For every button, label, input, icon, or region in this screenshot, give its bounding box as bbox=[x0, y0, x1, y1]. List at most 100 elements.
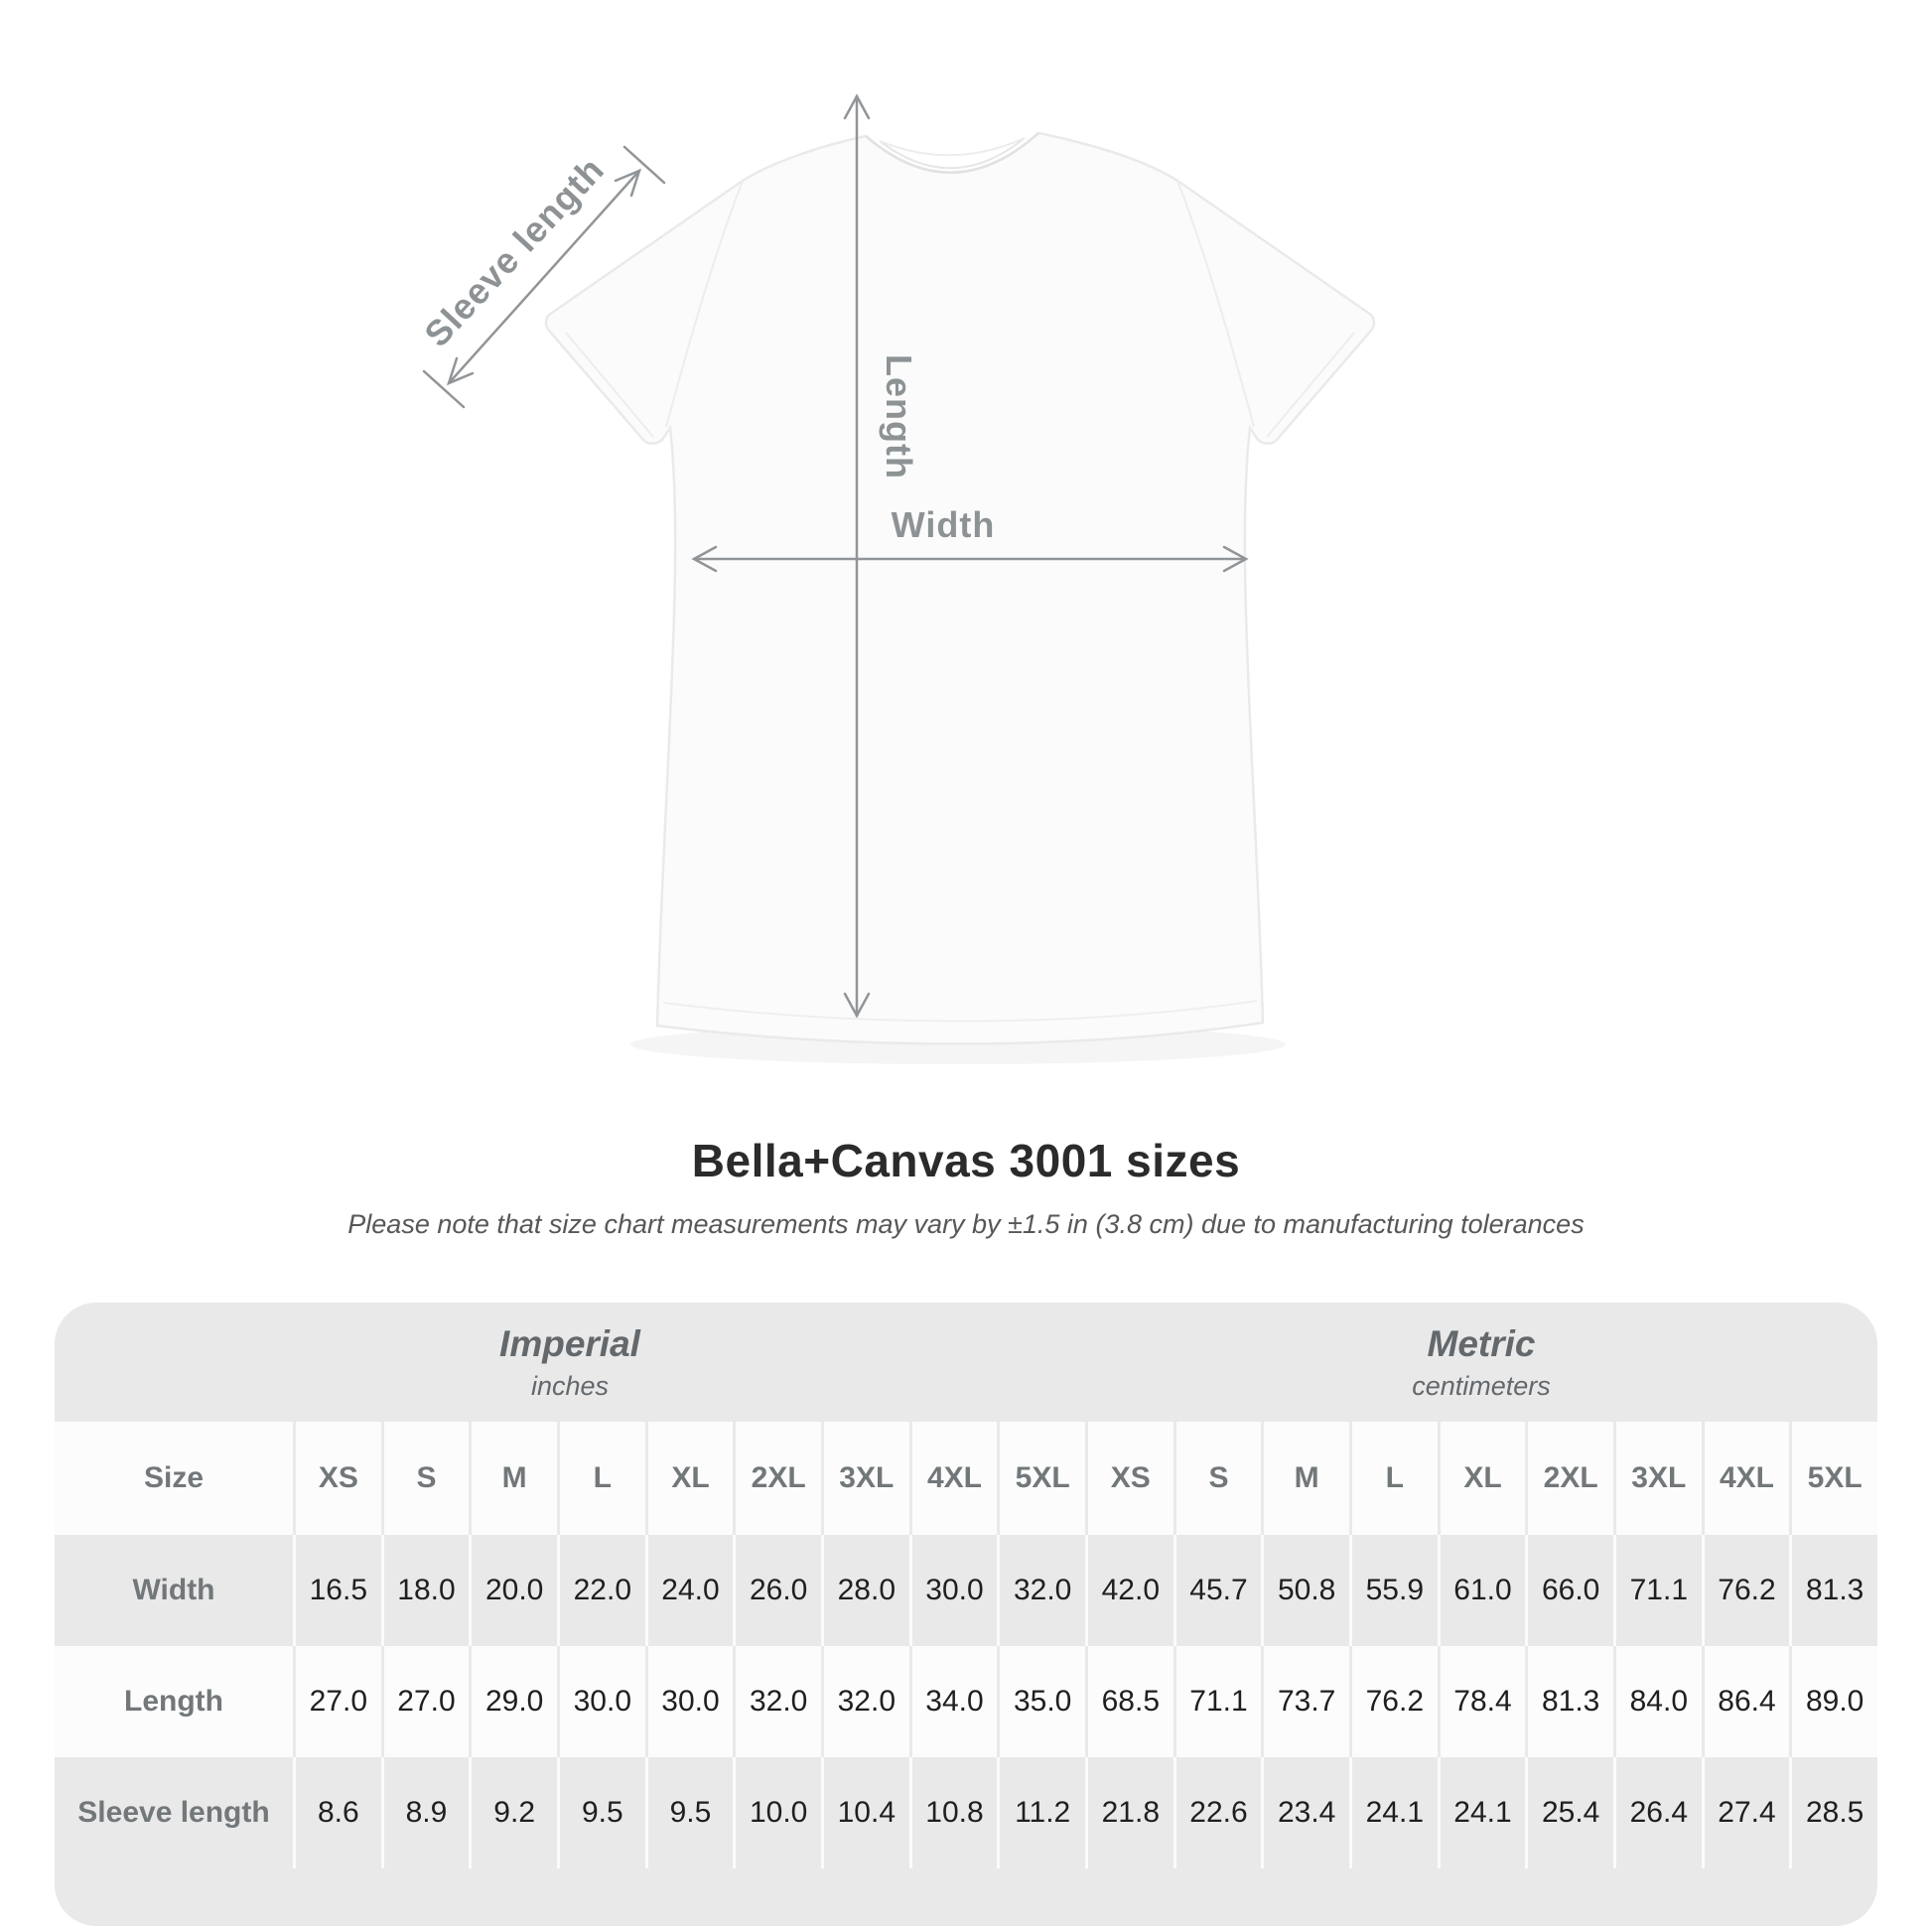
value-imperial: 11.2 bbox=[1000, 1757, 1085, 1868]
size-column-header: Size bbox=[55, 1422, 293, 1535]
tshirt-measurement-diagram: Sleeve length Length Width bbox=[416, 93, 1376, 1045]
sleeve-length-arrow bbox=[422, 145, 666, 409]
size-header-imperial: S bbox=[383, 1422, 470, 1535]
value-imperial: 34.0 bbox=[911, 1646, 998, 1757]
units-header-row: Imperial inches Metric centimeters bbox=[55, 1303, 1877, 1422]
value-imperial: 18.0 bbox=[383, 1535, 470, 1646]
size-header-imperial: 2XL bbox=[736, 1422, 821, 1535]
value-imperial: 8.6 bbox=[296, 1757, 381, 1868]
size-header-metric: M bbox=[1264, 1422, 1349, 1535]
value-imperial: 9.2 bbox=[472, 1757, 557, 1868]
value-metric: 21.8 bbox=[1087, 1757, 1173, 1868]
value-metric: 23.4 bbox=[1264, 1757, 1349, 1868]
value-metric: 22.6 bbox=[1175, 1757, 1262, 1868]
value-metric: 89.0 bbox=[1792, 1646, 1877, 1757]
size-header-metric: 3XL bbox=[1615, 1422, 1702, 1535]
value-metric: 71.1 bbox=[1615, 1535, 1702, 1646]
tshirt-graphic bbox=[544, 131, 1376, 1045]
value-metric: 76.2 bbox=[1351, 1646, 1438, 1757]
size-header-imperial: XL bbox=[647, 1422, 734, 1535]
value-metric: 24.1 bbox=[1440, 1757, 1526, 1868]
value-imperial: 30.0 bbox=[559, 1646, 645, 1757]
value-metric: 84.0 bbox=[1615, 1646, 1702, 1757]
value-imperial: 22.0 bbox=[559, 1535, 645, 1646]
right-cuff-seam bbox=[1266, 332, 1355, 438]
value-metric: 73.7 bbox=[1264, 1646, 1349, 1757]
length-arrow bbox=[843, 93, 871, 1019]
size-header-metric: S bbox=[1175, 1422, 1262, 1535]
value-imperial: 26.0 bbox=[736, 1535, 821, 1646]
imperial-section-header: Imperial inches bbox=[55, 1303, 1085, 1422]
page-title: Bella+Canvas 3001 sizes bbox=[691, 1135, 1241, 1186]
value-imperial: 27.0 bbox=[296, 1646, 381, 1757]
value-imperial: 10.0 bbox=[736, 1757, 821, 1868]
value-imperial: 10.4 bbox=[823, 1757, 909, 1868]
width-arrow bbox=[691, 545, 1249, 573]
value-imperial: 35.0 bbox=[1000, 1646, 1085, 1757]
value-metric: 71.1 bbox=[1175, 1646, 1262, 1757]
size-header-imperial: XS bbox=[296, 1422, 381, 1535]
left-armhole-seam bbox=[665, 180, 744, 428]
hem-seam bbox=[662, 1000, 1258, 1023]
row-label: Width bbox=[55, 1535, 293, 1646]
value-imperial: 27.0 bbox=[383, 1646, 470, 1757]
value-imperial: 9.5 bbox=[647, 1757, 734, 1868]
value-imperial: 30.0 bbox=[647, 1646, 734, 1757]
value-imperial: 30.0 bbox=[911, 1535, 998, 1646]
size-header-imperial: M bbox=[472, 1422, 557, 1535]
size-header-metric: XL bbox=[1440, 1422, 1526, 1535]
left-cuff-seam bbox=[565, 332, 654, 438]
value-metric: 86.4 bbox=[1704, 1646, 1790, 1757]
metric-unit-label: centimeters bbox=[1412, 1370, 1551, 1401]
back-neck-line bbox=[879, 137, 1026, 157]
metric-label: Metric bbox=[1427, 1322, 1536, 1364]
size-header-metric: 4XL bbox=[1704, 1422, 1790, 1535]
row-label: Sleeve length bbox=[55, 1757, 293, 1868]
value-metric: 55.9 bbox=[1351, 1535, 1438, 1646]
length-label: Length bbox=[879, 354, 919, 480]
table-header-row: Size XS S M L XL 2XL 3XL 4XL 5XL XS S M L XL 2XL 3XL 4XL 5… bbox=[55, 1422, 1877, 1535]
value-metric: 66.0 bbox=[1528, 1535, 1613, 1646]
value-metric: 45.7 bbox=[1175, 1535, 1262, 1646]
size-table-grid: Size XS S M L XL 2XL 3XL 4XL 5XL XS S M L XL 2XL 3XL 4XL 5… bbox=[55, 1422, 1877, 1868]
value-imperial: 32.0 bbox=[823, 1646, 909, 1757]
value-metric: 61.0 bbox=[1440, 1535, 1526, 1646]
value-metric: 78.4 bbox=[1440, 1646, 1526, 1757]
size-header-imperial: L bbox=[559, 1422, 645, 1535]
value-metric: 26.4 bbox=[1615, 1757, 1702, 1868]
value-metric: 68.5 bbox=[1087, 1646, 1173, 1757]
row-label: Length bbox=[55, 1646, 293, 1757]
value-metric: 81.3 bbox=[1792, 1535, 1877, 1646]
value-imperial: 20.0 bbox=[472, 1535, 557, 1646]
value-imperial: 10.8 bbox=[911, 1757, 998, 1868]
size-header-metric: 2XL bbox=[1528, 1422, 1613, 1535]
value-imperial: 8.9 bbox=[383, 1757, 470, 1868]
size-header-imperial: 3XL bbox=[823, 1422, 909, 1535]
size-header-metric: 5XL bbox=[1792, 1422, 1877, 1535]
value-metric: 42.0 bbox=[1087, 1535, 1173, 1646]
table-row: Sleeve length 8.6 8.9 9.2 9.5 9.5 10.0 10.4 10.8… bbox=[55, 1757, 1877, 1868]
value-metric: 50.8 bbox=[1264, 1535, 1349, 1646]
value-imperial: 24.0 bbox=[647, 1535, 734, 1646]
right-armhole-seam bbox=[1176, 180, 1255, 428]
value-metric: 81.3 bbox=[1528, 1646, 1613, 1757]
collar-inner-line bbox=[879, 137, 1026, 170]
size-header-imperial: 5XL bbox=[1000, 1422, 1085, 1535]
value-metric: 24.1 bbox=[1351, 1757, 1438, 1868]
value-imperial: 28.0 bbox=[823, 1535, 909, 1646]
value-imperial: 9.5 bbox=[559, 1757, 645, 1868]
size-header-imperial: 4XL bbox=[911, 1422, 998, 1535]
size-header-metric: XS bbox=[1087, 1422, 1173, 1535]
table-row: Width 16.5 18.0 20.0 22.0 24.0 26.0 28.0 30.0 32.… bbox=[55, 1535, 1877, 1646]
size-table-card: Imperial inches Metric centimeters Size X… bbox=[55, 1303, 1877, 1926]
value-imperial: 32.0 bbox=[1000, 1535, 1085, 1646]
imperial-unit-label: inches bbox=[530, 1370, 610, 1401]
width-label: Width bbox=[892, 504, 996, 545]
value-metric: 25.4 bbox=[1528, 1757, 1613, 1868]
imperial-label: Imperial bbox=[499, 1322, 640, 1364]
value-metric: 28.5 bbox=[1792, 1757, 1877, 1868]
value-metric: 76.2 bbox=[1704, 1535, 1790, 1646]
value-metric: 27.4 bbox=[1704, 1757, 1790, 1868]
value-imperial: 29.0 bbox=[472, 1646, 557, 1757]
page-subtitle: Please note that size chart measurements… bbox=[347, 1209, 1585, 1239]
